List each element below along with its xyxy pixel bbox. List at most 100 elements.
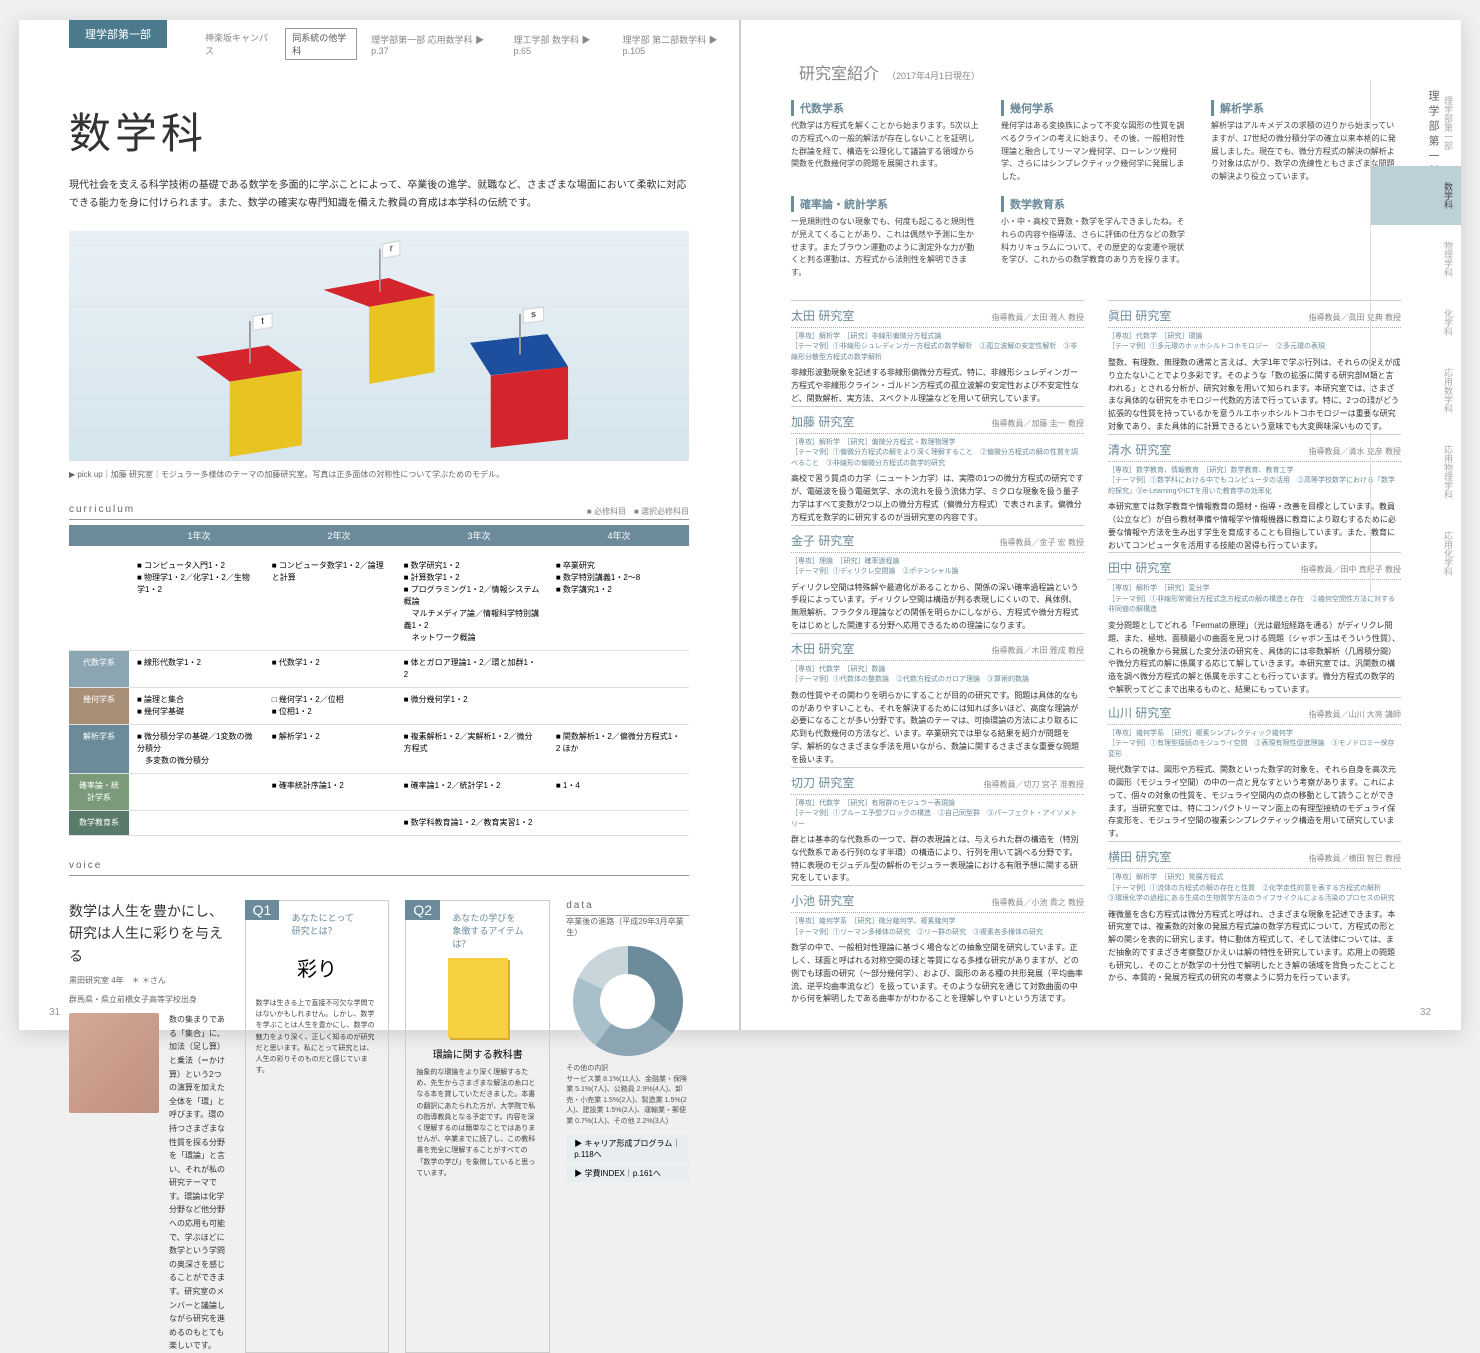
curriculum-cell: ■ 解析学1・2	[264, 725, 396, 774]
curriculum-cell	[548, 811, 689, 836]
page-links: ▶ キャリア形成プログラム｜p.118へ ▶ 学費INDEX｜p.161へ	[566, 1135, 689, 1182]
q2-box: Q2 あなたの学びを 象徴するアイテムは？ 環論に関する教科書 抽象的な環論をよ…	[405, 900, 550, 1353]
lab-name: 切刀 研究室	[791, 774, 854, 791]
research-field: 幾何学系幾何学はある変換族によって不変な図形の性質を調べるクラインの考えに始まり…	[1001, 100, 1191, 184]
research-field: 確率論・統計学系一見規則性のない現象でも、何度も起こると規則性が見えてくることが…	[791, 196, 981, 280]
lab-description: 整数、有理数、無理数の通常と言えば、大学1年で学ぶ行列は、それらの捉えが成り立た…	[1108, 357, 1401, 434]
lab-professor: 指導教員／太田 雅人 教授	[992, 312, 1084, 323]
q1-answer: 彩り	[256, 953, 379, 982]
lab-card: 小池 研究室 指導教員／小池 貴之 教授 ［専攻］幾何学系 ［研究］微分幾何学、複…	[791, 885, 1084, 1006]
curriculum-cell: ■ 線形代数学1・2	[129, 651, 264, 688]
pie-chart	[573, 946, 683, 1056]
lab-tags: ［専攻］代数学 ［研究］有限群のモジュラー表現論 ［テーマ例］①ブルーエ予想ブロ…	[791, 799, 1084, 831]
lab-description: 群とは基本的な代数系の一つで、群の表現論とは、与えられた群の構造を（特別な代数系…	[791, 834, 1084, 885]
lab-professor: 指導教員／切刀 宮子 准教授	[984, 779, 1084, 790]
curriculum-cell: ■ 卒業研究 ■ 数学特別講義1・2～8 ■ 数学講究1・2	[548, 554, 689, 651]
lab-card: 太田 研究室指導教員／太田 雅人 教授 ［専攻］解析学 ［研究］非線形偏微分方程…	[791, 300, 1084, 406]
curriculum-category: 数学教育系	[69, 811, 129, 836]
lab-card: 山川 研究室指導教員／山川 大亮 講師 ［専攻］幾何学系 ［研究］複素シンプレク…	[1108, 697, 1401, 841]
lab-name: 小池 研究室	[791, 892, 854, 909]
curriculum-cell	[264, 811, 396, 836]
lab-description: 確微量を含む方程式は微分方程式と呼ばれ、さまざまな現象を記述できます。本研究室で…	[1108, 909, 1401, 986]
breadcrumb-item: 理学部 第二部数学科 ▶ p.105	[617, 31, 739, 58]
labs-title: 研究室紹介（2017年4月1日現在）	[791, 60, 1401, 84]
lab-description: 本研究室では数学教育や情報教育の題材・指導・改善を目標としています。教員（公立な…	[1108, 501, 1401, 552]
side-tab[interactable]: 応用数学科	[1370, 352, 1461, 429]
lab-tags: ［専攻］代数学 ［研究］数論 ［テーマ例］①代数体の整数論 ②代数方程式のガロア…	[791, 665, 1084, 686]
data-label: data	[566, 900, 689, 916]
lab-tags: ［専攻］解析学 ［研究］非線形偏微分方程式論 ［テーマ例］①非線形シュレディンガ…	[791, 332, 1084, 364]
curriculum-category: 解析学系	[69, 725, 129, 774]
lab-tags: ［専攻］解析学 ［研究］発展方程式 ［テーマ例］①流体の方程式の解の存在と性質 …	[1108, 873, 1401, 905]
curriculum-cell: ■ 複素解析1・2／実解析1・2／微分方程式	[396, 725, 548, 774]
lab-card: 金子 研究室 指導教員／金子 宏 教授 ［専攻］理論 ［研究］確率過程論 ［テーマ…	[791, 525, 1084, 633]
side-tab[interactable]: 物理学科	[1370, 225, 1461, 293]
curriculum-cell: ■ コンピュータ数学1・2／論理と計算	[264, 554, 396, 651]
side-tab[interactable]: 理学部第一部	[1370, 80, 1461, 166]
lab-professor: 指導教員／小池 貴之 教授	[992, 897, 1084, 908]
curriculum-cell: ■ 体とガロア理論1・2／環と加群1・2	[396, 651, 548, 688]
book-icon	[448, 958, 508, 1038]
lab-card: 田中 研究室指導教員／田中 真紀子 教授 ［専攻］解析学 ［研究］変分学 ［テー…	[1108, 552, 1401, 696]
lab-name: 山川 研究室	[1108, 704, 1171, 721]
lab-description: 数の性質やその関わりを明らかにすることが目的の研究です。問題は具体的なものがあり…	[791, 690, 1084, 767]
curriculum-cell: □ 幾何学1・2／位相 ■ 位相1・2	[264, 688, 396, 725]
lab-professor: 指導教員／山川 大亮 講師	[1309, 709, 1401, 720]
curriculum-cell: ■ 代数学1・2	[264, 651, 396, 688]
lab-professor: 指導教員／加藤 圭一 教授	[992, 418, 1084, 429]
field-desc: 小・中・高校で算数・数学を学んできましたね。それらの内容や指導法、さらに評価の仕…	[1001, 216, 1191, 267]
q1-box: Q1 あなたにとって 研究とは？ 彩り 数学は生きる上で直接不可欠な学問ではない…	[245, 900, 390, 1353]
side-tab[interactable]: 数学科	[1370, 166, 1461, 225]
lab-card: 清水 研究室指導教員／清水 克彦 教授 ［専攻］数学教育、情報教育 ［研究］数学…	[1108, 434, 1401, 553]
lab-name: 金子 研究室	[791, 532, 854, 549]
research-field: 数学教育系小・中・高校で算数・数学を学んできましたね。それらの内容や指導法、さら…	[1001, 196, 1191, 280]
curriculum-category: 確率論・統計学系	[69, 774, 129, 811]
side-tab[interactable]: 化学科	[1370, 293, 1461, 352]
page-number-right: 32	[1420, 1007, 1431, 1018]
lab-name: 清水 研究室	[1108, 441, 1171, 458]
lab-description: 高校で習う質点の力学（ニュートン力学）は、実際の1つの微分方程式の研究ですが、電…	[791, 473, 1084, 524]
q1-title: あなたにとって 研究とは？	[292, 911, 379, 937]
q2-text: 抽象的な環論をより深く理解するため、先生からさまざまな解法の糸口となる本を貸して…	[416, 1067, 539, 1179]
lab-name: 横田 研究室	[1108, 848, 1171, 865]
curriculum-category: 幾何学系	[69, 688, 129, 725]
voice-student-name: 黒田研究室 4年 ＊ ＊さん	[69, 975, 229, 986]
curriculum-cell: ■ コンピュータ入門1・2 ■ 物理学1・2／化学1・2／生物学1・2	[129, 554, 264, 651]
lab-description: 現代数学では、図形や方程式、関数といった数学的対象を、それら自身を高次元の図形（…	[1108, 764, 1401, 841]
breadcrumb-current: 同系統の他学科	[285, 28, 357, 60]
campus-label: 神楽坂キャンパス	[199, 29, 277, 59]
lab-professor: 指導教員／金子 宏 教授	[1000, 537, 1084, 548]
curriculum-cell: ■ 論理と集合 ■ 幾何学基礎	[129, 688, 264, 725]
lab-card: 加藤 研究室指導教員／加藤 圭一 教授 ［専攻］解析学 ［研究］偏微分方程式・数…	[791, 406, 1084, 525]
lab-tags: ［専攻］解析学 ［研究］変分学 ［テーマ例］①非線形常微分方程式念方程式の解の構…	[1108, 584, 1401, 616]
lab-description: 非線形波動現象を記述する非線形偏微分方程式、特に、非線形シュレディンガー方程式や…	[791, 367, 1084, 405]
research-field: 代数学系代数学は方程式を解くことから始まります。5次以上の方程式への一般的解法が…	[791, 100, 981, 184]
link-item[interactable]: ▶ 学費INDEX｜p.161へ	[566, 1165, 689, 1182]
lab-tags: ［専攻］理論 ［研究］確率過程論 ［テーマ例］①ディリクレ空間論 ②ポテンシャル…	[791, 557, 1084, 578]
curriculum-cell	[548, 651, 689, 688]
curriculum-table: 1年次2年次3年次4年次	[69, 525, 689, 546]
lab-card: 木田 研究室指導教員／木田 雅成 教授 ［専攻］代数学 ［研究］数論 ［テーマ例…	[791, 633, 1084, 767]
curriculum-category	[69, 554, 129, 651]
lab-tags: ［専攻］幾何学系 ［研究］微分幾何学、複素幾何学 ［テーマ例］①リーマン多様体の…	[791, 917, 1084, 938]
curriculum-cell: ■ 微分幾何学1・2	[396, 688, 548, 725]
lab-professor: 指導教員／木田 雅成 教授	[992, 645, 1084, 656]
voice-body-text: 数の集まりである「集合」に、加法（足し算）と乗法（＝かけ算）という2つの演算を加…	[169, 1013, 229, 1353]
field-desc: 代数学は方程式を解くことから始まります。5次以上の方程式への一般的解法が存在しな…	[791, 120, 981, 171]
q1-text: 数学は生きる上で直接不可欠な学問ではないかもしれません。しかし、数学を学ぶことは…	[256, 998, 379, 1076]
lab-professor: 指導教員／横田 智巳 教授	[1309, 853, 1401, 864]
lab-description: 数学の中で、一般相対性理論に基づく場合などの抽象空間を研究しています。正しく、球…	[791, 942, 1084, 1006]
curriculum-legend: ■ 必修科目 ■ 選択必修科目	[69, 506, 689, 517]
side-tab[interactable]: 応用化学科	[1370, 515, 1461, 592]
curriculum-category: 代数学系	[69, 651, 129, 688]
field-desc: 一見規則性のない現象でも、何度も起こると規則性が見えてくることがあり、これは偶然…	[791, 216, 981, 280]
voice-title: 数学は人生を豊かにし、 研究は人生に彩りを与える	[69, 900, 229, 967]
lab-name: 眞田 研究室	[1108, 307, 1171, 324]
lab-tags: ［専攻］代数学 ［研究］環論 ［テーマ例］①多元環のホッホシルトコホモロジー ②…	[1108, 332, 1401, 353]
link-item[interactable]: ▶ キャリア形成プログラム｜p.118へ	[566, 1135, 689, 1163]
lab-name: 田中 研究室	[1108, 559, 1171, 576]
side-tab[interactable]: 応用物理学科	[1370, 429, 1461, 515]
breadcrumb: 神楽坂キャンパス 同系統の他学科 理学部第一部 応用数学科 ▶ p.37 理工学…	[199, 28, 739, 60]
faculty-tab: 理学部第一部	[69, 20, 167, 48]
curriculum-cell: ■ 微分積分学の基礎／1変数の微分積分 多変数の微分積分	[129, 725, 264, 774]
